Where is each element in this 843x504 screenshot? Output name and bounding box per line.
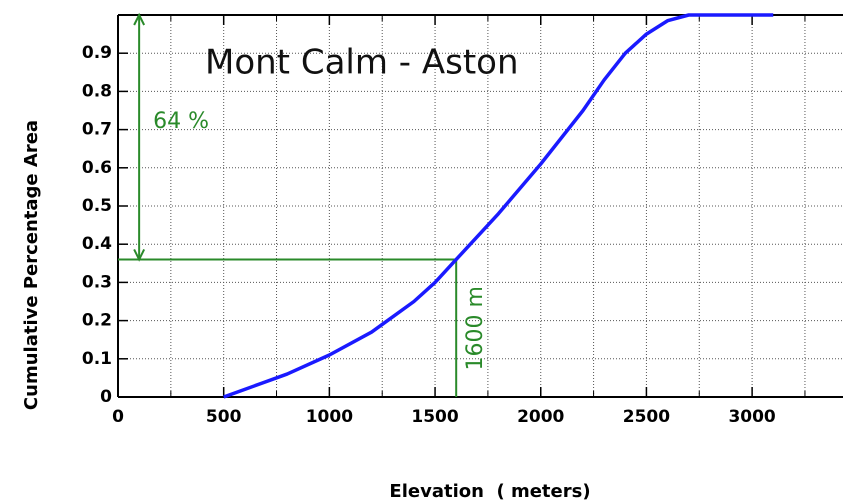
y-tick-label: 0 — [100, 387, 112, 407]
x-axis-label: Elevation ( meters) — [389, 481, 590, 502]
arrow-head — [133, 12, 146, 26]
x-tick-label: 2500 — [623, 407, 670, 427]
x-tick-label: 3000 — [728, 407, 775, 427]
x-tick-label: 0 — [112, 407, 124, 427]
x-tick-label: 1500 — [411, 407, 458, 427]
y-tick-label: 0.7 — [82, 120, 112, 140]
data-line — [223, 13, 774, 399]
x-tick-label: 500 — [206, 407, 242, 427]
y-tick-label: 0.4 — [82, 234, 112, 254]
y-tick-label: 0.9 — [82, 43, 112, 63]
y-tick-label: 0.2 — [82, 311, 112, 331]
y-tick-label: 0.6 — [82, 158, 112, 178]
arrow-head — [133, 249, 146, 262]
annotation-text: 1600 m — [463, 286, 488, 370]
y-tick-label: 0.8 — [82, 81, 112, 101]
x-tick-label: 1000 — [306, 407, 353, 427]
y-tick-label: 0.1 — [82, 349, 112, 369]
y-tick-label: 0.3 — [82, 272, 112, 292]
y-tick-label: 0.5 — [82, 196, 112, 216]
x-tick-label: 2000 — [517, 407, 564, 427]
chart-title: Mont Calm - Aston — [205, 43, 519, 83]
annotation-text: 64 % — [153, 109, 209, 134]
y-axis-label: Cumulative Percentage Area — [21, 120, 42, 410]
